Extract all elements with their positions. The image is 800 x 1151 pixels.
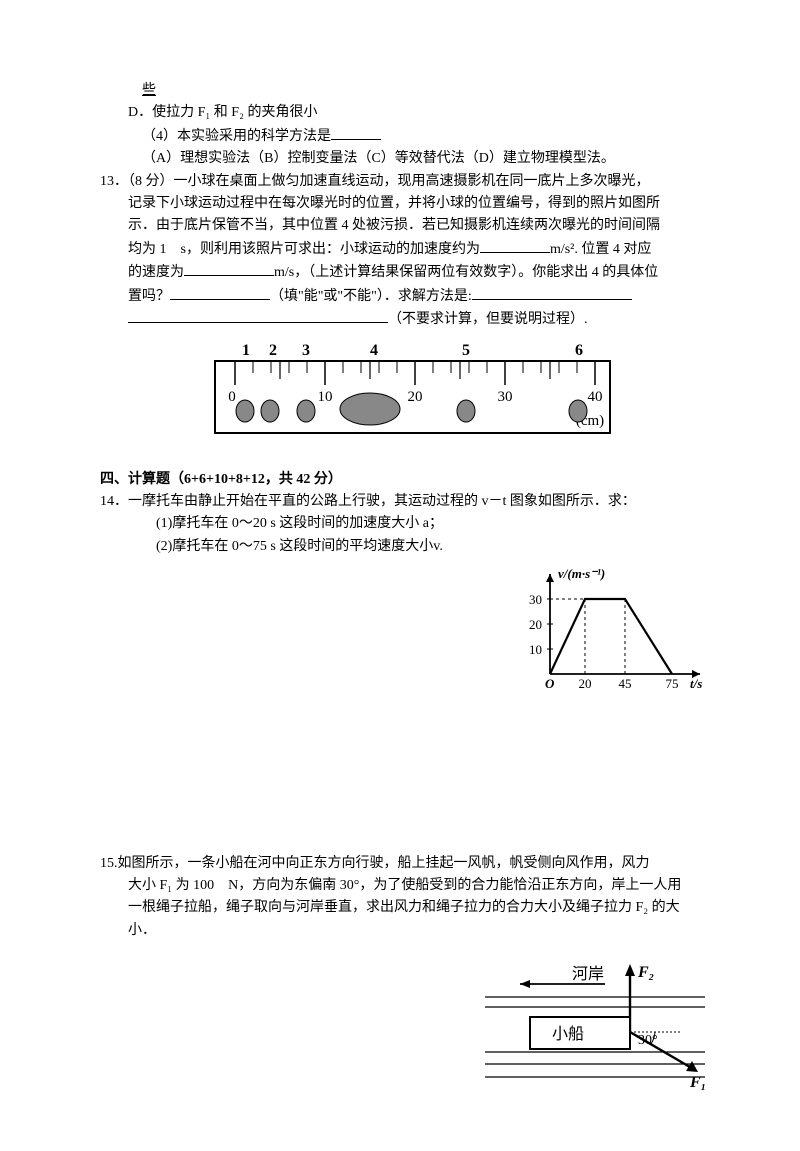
q13-line4: 均为 1 s，则利用该照片可求出：小球运动的加速度约为 m/s². 位置 4 对应 — [100, 238, 710, 261]
q13-line1: 13．（8 分）一小球在桌面上做匀加速直线运动，现用高速摄影机在同一底片上多次曝… — [100, 171, 710, 193]
q13-l5b: m/s，（上述计算结果保留两位有效数字）。你能求出 4 的具体位 — [274, 265, 658, 280]
q13-line6: 置吗？ （填"能"或"不能"）．求解方法是: — [100, 285, 710, 308]
q13-blank-accel — [480, 238, 550, 253]
q15-l2: 大小 F₁ 为 100 N，方向为东偏南 30°，为了使船受到的合力能恰沿正东方… — [100, 875, 710, 897]
svg-text:t/s: t/s — [690, 676, 702, 691]
q13-l6a: 置吗？ — [128, 289, 170, 304]
svg-text:F₁: F₁ — [689, 1074, 706, 1091]
svg-text:v/(m·s⁻¹): v/(m·s⁻¹) — [558, 566, 605, 581]
svg-text:1: 1 — [242, 342, 250, 359]
q14: 14．一摩托车由静止开始在平直的公路上行驶，其运动过程的 v－t 图象如图所示．… — [100, 491, 710, 703]
svg-text:6: 6 — [575, 342, 583, 359]
q13-l5a: 的速度为 — [128, 265, 184, 280]
q15: 15.如图所示，一条小船在河中向正东方向行驶，船上挂起一风帆，帆受侧向风作用，风… — [100, 853, 710, 1111]
q14-sub1: (1)摩托车在 0～20 s 这段时间的加速度大小 a； — [100, 513, 710, 535]
q13-line5: 的速度为 m/s，（上述计算结果保留两位有效数字）。你能求出 4 的具体位 — [100, 261, 710, 284]
q14-sub2: (2)摩托车在 0～75 s 这段时间的平均速度大小v. — [100, 536, 710, 558]
prev-question-tail: 些 — [100, 80, 710, 102]
q15-l3: 一根绳子拉船，绳子取向与河岸垂直，求出风力和绳子拉力的合力大小及绳子拉力 F₂ … — [100, 897, 710, 919]
vt-graph: 30 20 10 v/(m·s⁻¹) O 20 45 75 t/s — [520, 564, 710, 694]
ruler-svg: 1 2 3 4 5 6 — [190, 339, 620, 444]
sub4-prompt: （4）本实验采用的科学方法是 — [100, 125, 710, 148]
svg-text:3: 3 — [302, 342, 310, 359]
boat-figure: 河岸 F₂ 小船 F₁ 30° — [480, 952, 710, 1102]
sub4-text: （4）本实验采用的科学方法是 — [142, 129, 331, 144]
q13-blank-yesno — [170, 285, 270, 300]
q13-l4a: 均为 1 s，则利用该照片可求出：小球运动的加速度约为 — [128, 242, 480, 257]
svg-text:10: 10 — [529, 642, 542, 657]
section4-title: 四、计算题（6+6+10+8+12，共 42 分） — [100, 469, 710, 491]
q13-l6b: （填"能"或"不能"）．求解方法是: — [270, 289, 472, 304]
svg-text:4: 4 — [370, 342, 378, 359]
svg-text:20: 20 — [408, 389, 423, 405]
svg-text:O: O — [545, 676, 555, 691]
q14-head: 14．一摩托车由静止开始在平直的公路上行驶，其运动过程的 v－t 图象如图所示．… — [100, 491, 710, 513]
q13-l4b: m/s². 位置 4 对应 — [550, 242, 651, 257]
q13-blank-vel — [184, 261, 274, 276]
svg-text:F₂: F₂ — [637, 964, 654, 981]
exam-page: 些 D．使拉力 F₁ 和 F₂ 的夹角很小 （4）本实验采用的科学方法是 （A）… — [0, 0, 800, 1151]
svg-text:20: 20 — [529, 617, 542, 632]
svg-text:10: 10 — [318, 389, 333, 405]
q15-l4: 小． — [100, 920, 710, 942]
sub4-options: （A）理想实验法（B）控制变量法（C）等效替代法（D）建立物理模型法。 — [100, 148, 710, 170]
svg-text:河岸: 河岸 — [572, 965, 604, 983]
q13-line2: 记录下小球运动过程中在每次曝光时的位置，并将小球的位置编号，得到的照片如图所 — [100, 193, 710, 215]
q13: 13．（8 分）一小球在桌面上做匀加速直线运动，现用高速摄影机在同一底片上多次曝… — [100, 171, 710, 453]
svg-text:30: 30 — [498, 389, 513, 405]
q13-line3: 示．由于底片保管不当，其中位置 4 处被污损．若已知摄影机连续两次曝光的时间间隔 — [100, 215, 710, 237]
sub4-blank — [331, 125, 381, 140]
spacer-q14 — [100, 703, 710, 853]
q13-line7: （不要求计算，但要说明过程）. — [100, 308, 710, 331]
q13-l7: （不要求计算，但要说明过程）. — [388, 312, 588, 327]
svg-text:75: 75 — [666, 676, 679, 691]
svg-text:小船: 小船 — [552, 1025, 584, 1043]
svg-text:20: 20 — [579, 676, 592, 691]
svg-text:5: 5 — [462, 342, 470, 359]
q13-blank-method2 — [128, 308, 388, 323]
svg-text:45: 45 — [619, 676, 632, 691]
svg-text:0: 0 — [228, 389, 236, 405]
svg-text:30: 30 — [529, 592, 542, 607]
svg-text:2: 2 — [269, 342, 277, 359]
q13-blank-method1 — [472, 285, 632, 300]
svg-text:40: 40 — [588, 389, 603, 405]
ruler-figure: 1 2 3 4 5 6 — [100, 339, 710, 452]
q15-l1: 15.如图所示，一条小船在河中向正东方向行驶，船上挂起一风帆，帆受侧向风作用，风… — [100, 853, 710, 875]
option-d: D．使拉力 F₁ 和 F₂ 的夹角很小 — [100, 102, 710, 124]
